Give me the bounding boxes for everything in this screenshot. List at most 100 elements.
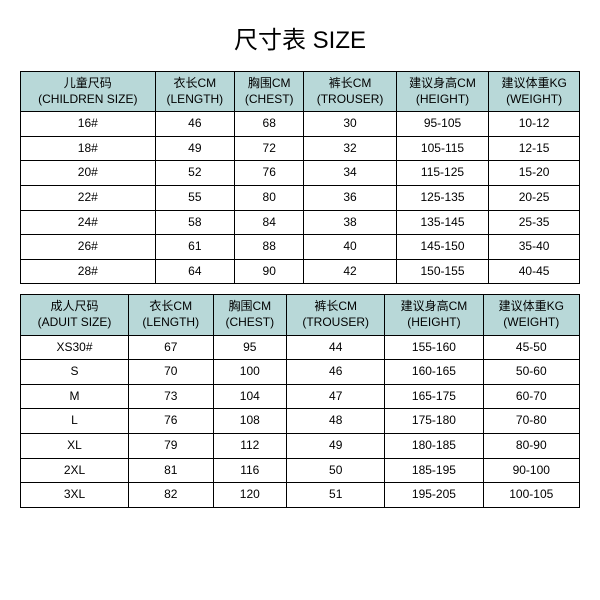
table-cell: 20# — [21, 161, 156, 186]
table-cell: 12-15 — [489, 136, 580, 161]
header-cell: 儿童尺码(CHILDREN SIZE) — [21, 72, 156, 112]
header-cell: 成人尺码(ADUIT SIZE) — [21, 295, 129, 335]
header-cell: 建议身高CM(HEIGHT) — [385, 295, 483, 335]
table-cell: 185-195 — [385, 458, 483, 483]
header-cell: 衣长CM(LENGTH) — [155, 72, 235, 112]
table-cell: 150-155 — [396, 259, 488, 284]
table-row: M7310447165-17560-70 — [21, 384, 580, 409]
table-cell: 42 — [304, 259, 396, 284]
table-cell: 84 — [235, 210, 304, 235]
table-header-row: 儿童尺码(CHILDREN SIZE) 衣长CM(LENGTH) 胸围CM(CH… — [21, 72, 580, 112]
table-cell: M — [21, 384, 129, 409]
table-cell: 61 — [155, 235, 235, 260]
table-cell: 155-160 — [385, 335, 483, 360]
table-cell: 3XL — [21, 483, 129, 508]
table-cell: 88 — [235, 235, 304, 260]
table-cell: 116 — [213, 458, 287, 483]
table-cell: 20-25 — [489, 185, 580, 210]
table-row: 2XL8111650185-19590-100 — [21, 458, 580, 483]
table-cell: 15-20 — [489, 161, 580, 186]
table-cell: 95-105 — [396, 112, 488, 137]
table-row: 26#618840145-15035-40 — [21, 235, 580, 260]
table-cell: 32 — [304, 136, 396, 161]
table-cell: 67 — [128, 335, 213, 360]
table-row: 16#46683095-10510-12 — [21, 112, 580, 137]
table-cell: 120 — [213, 483, 287, 508]
table-cell: 160-165 — [385, 360, 483, 385]
header-cell: 衣长CM(LENGTH) — [128, 295, 213, 335]
table-cell: 76 — [235, 161, 304, 186]
table-cell: 49 — [155, 136, 235, 161]
table-cell: 100-105 — [483, 483, 579, 508]
table-cell: 44 — [287, 335, 385, 360]
table-row: 3XL8212051195-205100-105 — [21, 483, 580, 508]
header-cell: 建议身高CM(HEIGHT) — [396, 72, 488, 112]
table-cell: 73 — [128, 384, 213, 409]
header-cell: 裤长CM(TROUSER) — [287, 295, 385, 335]
table-cell: 2XL — [21, 458, 129, 483]
table-cell: 24# — [21, 210, 156, 235]
header-cell: 裤长CM(TROUSER) — [304, 72, 396, 112]
table-cell: 60-70 — [483, 384, 579, 409]
table-cell: 52 — [155, 161, 235, 186]
page-title: 尺寸表 SIZE — [234, 20, 366, 55]
table-cell: 70 — [128, 360, 213, 385]
header-cell: 胸围CM(CHEST) — [235, 72, 304, 112]
table-cell: 55 — [155, 185, 235, 210]
table-cell: 175-180 — [385, 409, 483, 434]
table-cell: 145-150 — [396, 235, 488, 260]
table-cell: 180-185 — [385, 433, 483, 458]
table-cell: 80 — [235, 185, 304, 210]
table-cell: 135-145 — [396, 210, 488, 235]
table-cell: 49 — [287, 433, 385, 458]
table-cell: 90 — [235, 259, 304, 284]
table-cell: 51 — [287, 483, 385, 508]
table-cell: 40 — [304, 235, 396, 260]
table-row: 22#558036125-13520-25 — [21, 185, 580, 210]
table-cell: 26# — [21, 235, 156, 260]
table-cell: 95 — [213, 335, 287, 360]
table-cell: 105-115 — [396, 136, 488, 161]
header-cell: 建议体重KG(WEIGHT) — [483, 295, 579, 335]
table-cell: 115-125 — [396, 161, 488, 186]
table-cell: S — [21, 360, 129, 385]
header-cell: 建议体重KG(WEIGHT) — [489, 72, 580, 112]
table-cell: 10-12 — [489, 112, 580, 137]
table-cell: 80-90 — [483, 433, 579, 458]
table-cell: 81 — [128, 458, 213, 483]
table-cell: 46 — [287, 360, 385, 385]
table-cell: 72 — [235, 136, 304, 161]
table-cell: 76 — [128, 409, 213, 434]
table-row: 20#527634115-12515-20 — [21, 161, 580, 186]
table-cell: 50-60 — [483, 360, 579, 385]
table-cell: 108 — [213, 409, 287, 434]
table-cell: 70-80 — [483, 409, 579, 434]
table-cell: 46 — [155, 112, 235, 137]
table-cell: L — [21, 409, 129, 434]
table-cell: 90-100 — [483, 458, 579, 483]
table-cell: 40-45 — [489, 259, 580, 284]
table-cell: 100 — [213, 360, 287, 385]
table-cell: 68 — [235, 112, 304, 137]
table-cell: 125-135 — [396, 185, 488, 210]
header-cell: 胸围CM(CHEST) — [213, 295, 287, 335]
table-cell: 30 — [304, 112, 396, 137]
table-cell: 50 — [287, 458, 385, 483]
table-row: S7010046160-16550-60 — [21, 360, 580, 385]
table-row: 18#497232105-11512-15 — [21, 136, 580, 161]
table-header-row: 成人尺码(ADUIT SIZE) 衣长CM(LENGTH) 胸围CM(CHEST… — [21, 295, 580, 335]
table-row: 28#649042150-15540-45 — [21, 259, 580, 284]
table-cell: 45-50 — [483, 335, 579, 360]
table-cell: 36 — [304, 185, 396, 210]
table-cell: 22# — [21, 185, 156, 210]
table-row: L7610848175-18070-80 — [21, 409, 580, 434]
table-cell: 195-205 — [385, 483, 483, 508]
table-cell: 165-175 — [385, 384, 483, 409]
adult-size-table: 成人尺码(ADUIT SIZE) 衣长CM(LENGTH) 胸围CM(CHEST… — [20, 294, 580, 507]
table-cell: 25-35 — [489, 210, 580, 235]
table-row: 24#588438135-14525-35 — [21, 210, 580, 235]
table-cell: 35-40 — [489, 235, 580, 260]
table-cell: 79 — [128, 433, 213, 458]
table-cell: 34 — [304, 161, 396, 186]
table-cell: 28# — [21, 259, 156, 284]
